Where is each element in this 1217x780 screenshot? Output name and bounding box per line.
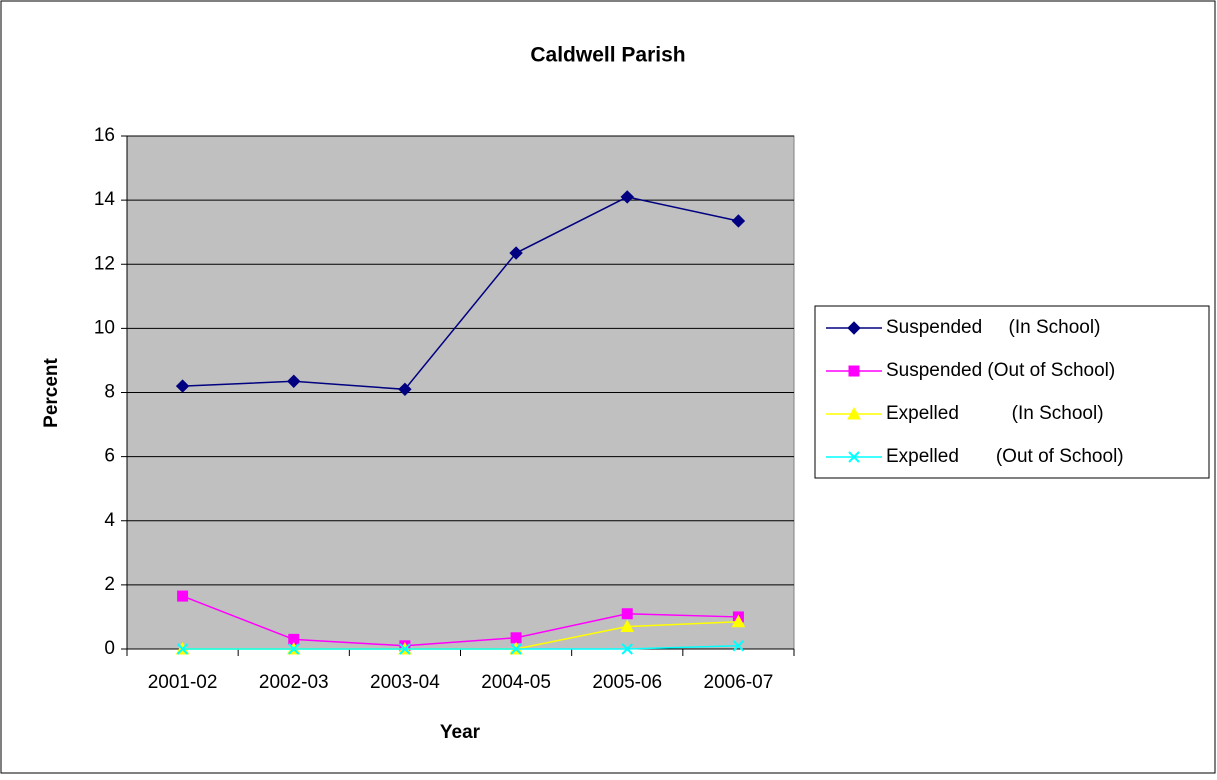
y-tick-label: 16: [94, 125, 115, 146]
legend-label: Suspended (In School): [886, 317, 1100, 338]
series-line: [182, 595, 739, 647]
y-axis-label: Percent: [41, 357, 62, 427]
y-tick-label: 12: [94, 253, 115, 274]
marker: [731, 214, 746, 228]
legend-label: Expelled (Out of School): [886, 446, 1124, 467]
x-tick-label: 2002-03: [259, 672, 329, 693]
x-tick-label: 2006-07: [704, 672, 774, 693]
marker: [848, 365, 860, 377]
marker: [398, 382, 412, 397]
marker: [847, 406, 861, 420]
marker: [177, 590, 189, 602]
y-tick-label: 14: [94, 189, 116, 210]
x-tick-label: 2001-02: [148, 672, 218, 693]
series-line: [182, 196, 739, 391]
marker: [732, 640, 745, 652]
marker: [175, 379, 190, 393]
marker: [510, 643, 522, 655]
marker: [848, 451, 860, 463]
marker: [847, 321, 861, 335]
y-tick-label: 8: [104, 382, 115, 403]
y-tick-label: 0: [104, 638, 115, 659]
marker: [287, 374, 301, 388]
marker: [620, 190, 634, 204]
y-tick-label: 2: [104, 574, 115, 595]
marker: [176, 643, 189, 655]
x-axis-label: Year: [440, 722, 481, 743]
y-tick-label: 4: [104, 510, 115, 531]
x-tick-label: 2004-05: [481, 672, 551, 693]
x-tick-label: 2005-06: [592, 672, 662, 693]
series-line: [182, 645, 739, 650]
legend: [814, 305, 1210, 479]
marker: [510, 632, 522, 644]
x-tick-label: 2003-04: [370, 672, 440, 693]
legend-label: Expelled (In School): [886, 403, 1104, 424]
marker: [731, 614, 746, 628]
marker: [621, 608, 633, 620]
marker: [288, 643, 300, 655]
chart-title: Caldwell Parish: [530, 44, 685, 67]
marker: [620, 619, 635, 633]
y-tick-label: 6: [104, 446, 115, 467]
y-tick-label: 10: [94, 317, 115, 338]
legend-label: Suspended (Out of School): [886, 360, 1115, 381]
marker: [621, 643, 633, 655]
marker: [509, 246, 523, 260]
marker: [399, 643, 411, 655]
